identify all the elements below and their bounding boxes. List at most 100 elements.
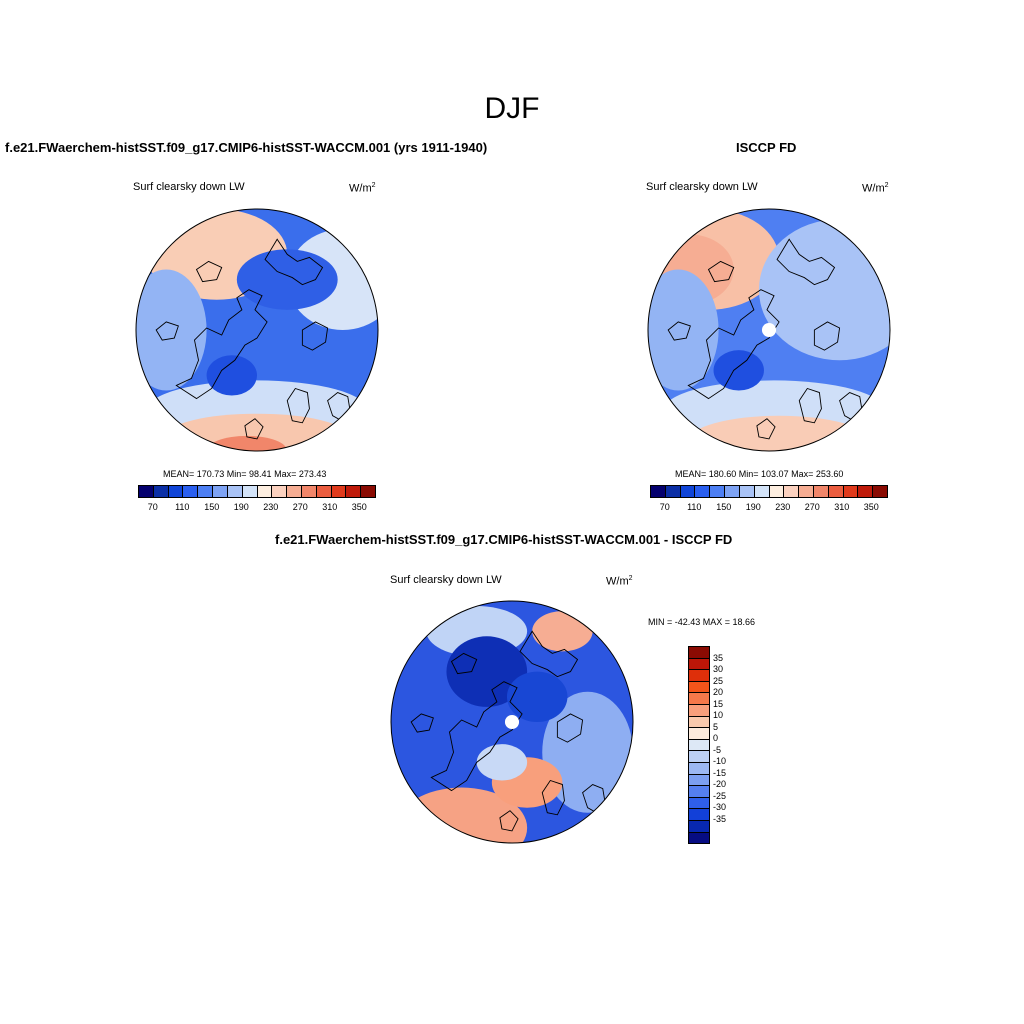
- diff-colorbar: [688, 646, 710, 844]
- map-contour-region: [236, 249, 338, 310]
- colorbar-swatch: [316, 486, 332, 497]
- colorbar-tick-label: -5: [713, 744, 722, 755]
- colorbar-tick-label: -30: [713, 802, 727, 813]
- coastline: [499, 810, 519, 832]
- colorbar-swatch: [651, 486, 666, 497]
- coastline: [667, 321, 691, 341]
- colorbar-swatch: [689, 751, 709, 763]
- obs-variable-label: Surf clearsky down LW: [646, 181, 758, 193]
- colorbar-tick-label: 310: [834, 502, 850, 512]
- coastline: [155, 321, 179, 341]
- map-contour-region: [446, 636, 528, 707]
- colorbar-tick-label: 190: [745, 502, 761, 512]
- pole-missing-data: [504, 714, 520, 730]
- colorbar-tick-label: -25: [713, 790, 727, 801]
- diff-polar-map: [390, 600, 634, 844]
- colorbar-swatch: [784, 486, 800, 497]
- colorbar-tick-label: 350: [863, 502, 879, 512]
- colorbar-tick-label: 30: [713, 664, 724, 675]
- colorbar-swatch: [689, 832, 709, 844]
- coastline: [707, 260, 735, 283]
- obs-colorbar: [650, 485, 888, 498]
- colorbar-tick-label: 230: [263, 502, 279, 512]
- map-contour-region: [542, 691, 633, 813]
- map-contour-region: [396, 787, 528, 843]
- model-variable-label: Surf clearsky down LW: [133, 181, 245, 193]
- colorbar-swatch: [680, 486, 696, 497]
- coastline: [519, 630, 579, 678]
- map-contour-region: [136, 269, 207, 391]
- diff-panel-title: f.e21.FWaerchem-histSST.f09_g17.CMIP6-hi…: [275, 532, 733, 547]
- coastline: [813, 321, 841, 351]
- coastline: [301, 321, 329, 351]
- colorbar-swatch: [227, 486, 243, 497]
- coastline: [556, 713, 584, 743]
- colorbar-swatch: [739, 486, 755, 497]
- colorbar-tick-label: -20: [713, 779, 727, 790]
- colorbar-tick-label: 20: [713, 687, 724, 698]
- model-colorbar-ticks: 70 110 150 190 230 270 310 350: [138, 502, 376, 514]
- map-contour-region: [206, 355, 257, 396]
- coastline: [541, 779, 565, 816]
- colorbar-swatch: [213, 486, 228, 497]
- obs-polar-map: [647, 208, 891, 452]
- colorbar-swatch: [689, 809, 709, 821]
- colorbar-tick-label: 190: [233, 502, 249, 512]
- colorbar-swatch: [183, 486, 199, 497]
- coastline: [244, 418, 264, 440]
- colorbar-swatch: [242, 486, 258, 497]
- colorbar-swatch: [287, 486, 302, 497]
- colorbar-tick-label: 230: [775, 502, 791, 512]
- figure-title: DJF: [484, 92, 540, 125]
- map-border: [647, 208, 891, 452]
- colorbar-tick-label: 110: [175, 502, 190, 512]
- colorbar-tick-label: 25: [713, 675, 724, 686]
- colorbar-swatch: [689, 797, 709, 810]
- colorbar-tick-label: 270: [804, 502, 820, 512]
- coastline: [175, 289, 268, 400]
- model-units-label: W/m2: [349, 182, 376, 195]
- colorbar-swatch: [689, 693, 709, 705]
- colorbar-swatch: [301, 486, 317, 497]
- diff-units-label: W/m2: [606, 575, 633, 588]
- map-contour-region: [506, 671, 568, 722]
- colorbar-tick-label: -10: [713, 756, 727, 767]
- colorbar-swatch: [689, 774, 709, 787]
- colorbar-swatch: [689, 728, 709, 740]
- map-contour-region: [476, 744, 528, 781]
- coastline: [687, 289, 780, 400]
- colorbar-tick-label: -15: [713, 767, 727, 778]
- colorbar-swatch: [689, 670, 709, 682]
- colorbar-tick-label: 150: [204, 502, 220, 512]
- colorbar-tick-label: 150: [716, 502, 732, 512]
- diff-variable-label: Surf clearsky down LW: [390, 574, 502, 586]
- coastline: [756, 418, 776, 440]
- obs-colorbar-ticks: 70 110 150 190 230 270 310 350: [650, 502, 888, 514]
- colorbar-swatch: [689, 786, 709, 798]
- colorbar-swatch: [689, 739, 709, 752]
- colorbar-tick-label: 0: [713, 733, 719, 744]
- colorbar-tick-label: 310: [322, 502, 338, 512]
- colorbar-swatch: [843, 486, 859, 497]
- colorbar-swatch: [272, 486, 288, 497]
- pole-missing-data: [761, 322, 777, 338]
- colorbar-swatch: [139, 486, 154, 497]
- colorbar-swatch: [168, 486, 184, 497]
- colorbar-tick-label: -35: [713, 813, 727, 824]
- map-contour-region: [688, 415, 870, 451]
- colorbar-swatch: [331, 486, 347, 497]
- coastline: [264, 238, 324, 286]
- map-contour-region: [206, 435, 288, 451]
- colorbar-swatch: [689, 658, 709, 671]
- colorbar-swatch: [813, 486, 829, 497]
- colorbar-swatch: [858, 486, 874, 497]
- colorbar-swatch: [361, 486, 375, 497]
- model-colorbar: [138, 485, 376, 498]
- model-polar-map: [135, 208, 379, 452]
- colorbar-tick-label: 35: [713, 652, 724, 663]
- map-border: [135, 208, 379, 452]
- colorbar-swatch: [695, 486, 711, 497]
- coastline: [798, 387, 822, 424]
- colorbar-swatch: [689, 762, 709, 775]
- model-panel-title: f.e21.FWaerchem-histSST.f09_g17.CMIP6-hi…: [5, 140, 488, 155]
